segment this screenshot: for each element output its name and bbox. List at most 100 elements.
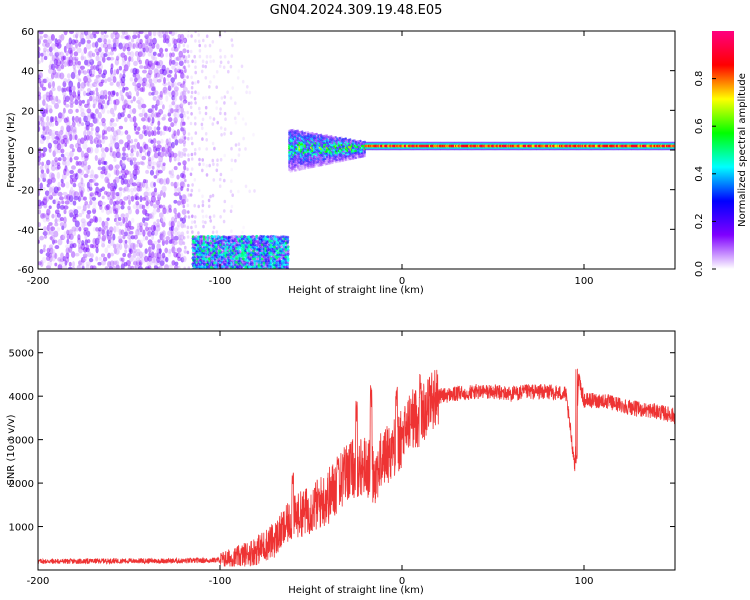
- low-band-cell: [204, 255, 208, 259]
- noise-speck: [124, 130, 129, 135]
- noise-speck: [114, 58, 120, 66]
- noise-speck: [119, 257, 123, 262]
- noise-speck: [201, 126, 204, 131]
- carrier-onset-cell: [344, 141, 347, 144]
- noise-speck: [84, 200, 89, 206]
- noise-speck: [165, 256, 169, 263]
- carrier-onset-cell: [331, 159, 334, 163]
- noise-speck: [137, 33, 141, 39]
- noise-speck: [159, 31, 165, 35]
- noise-speck: [182, 127, 186, 131]
- noise-speck: [64, 260, 68, 266]
- noise-speck: [212, 59, 215, 63]
- noise-speck: [200, 69, 204, 74]
- noise-speck: [43, 196, 48, 201]
- noise-speck: [100, 201, 106, 206]
- noise-speck: [148, 46, 153, 53]
- noise-speck: [51, 133, 56, 140]
- noise-speck: [180, 186, 184, 191]
- noise-speck: [97, 234, 101, 240]
- low-band-cell: [225, 263, 229, 266]
- carrier-onset-cell: [324, 157, 327, 161]
- noise-speck: [80, 107, 85, 114]
- noise-speck: [204, 132, 208, 136]
- noise-speck: [113, 165, 117, 172]
- carrier-onset-cell: [299, 166, 302, 169]
- noise-speck: [130, 235, 135, 240]
- noise-speck: [86, 98, 90, 106]
- noise-speck: [147, 126, 153, 131]
- noise-speck: [39, 260, 44, 267]
- noise-speck: [173, 199, 178, 204]
- noise-speck: [128, 254, 134, 262]
- noise-speck: [229, 96, 233, 100]
- carrier-onset-cell: [317, 136, 320, 139]
- noise-speck: [114, 213, 120, 219]
- noise-speck: [63, 87, 67, 93]
- carrier-onset-cell: [308, 166, 311, 169]
- spectrogram-y-tick-label: 40: [21, 67, 34, 78]
- noise-speck: [181, 173, 187, 179]
- noise-speck: [153, 261, 158, 267]
- noise-speck: [50, 234, 55, 242]
- carrier-onset-cell: [309, 132, 313, 135]
- noise-speck: [46, 35, 50, 40]
- carrier-onset-cell: [302, 162, 305, 165]
- noise-speck: [109, 107, 115, 115]
- noise-speck: [186, 230, 189, 234]
- noise-speck: [100, 43, 105, 48]
- carrier-onset-cell: [349, 156, 352, 159]
- noise-speck: [173, 112, 177, 118]
- noise-speck: [198, 43, 201, 48]
- noise-speck: [84, 155, 89, 161]
- noise-speck: [112, 265, 116, 269]
- carrier-onset-cell: [349, 138, 352, 141]
- spectrogram-y-label: Frequency (Hz): [6, 112, 17, 188]
- noise-speck: [61, 200, 65, 205]
- noise-speck: [122, 98, 127, 105]
- noise-speck: [137, 265, 143, 269]
- noise-speck: [103, 136, 108, 140]
- low-band-cell: [286, 243, 289, 247]
- low-band-cell: [255, 253, 258, 256]
- noise-speck: [170, 216, 175, 223]
- noise-speck: [162, 204, 166, 210]
- noise-speck: [106, 100, 110, 106]
- noise-speck: [40, 116, 44, 122]
- noise-speck: [142, 208, 148, 215]
- noise-speck: [156, 43, 160, 50]
- noise-speck: [122, 188, 126, 193]
- noise-speck: [103, 31, 107, 35]
- noise-speck: [38, 261, 43, 266]
- low-band-cell: [221, 249, 225, 253]
- noise-speck: [102, 69, 108, 76]
- noise-speck: [194, 90, 197, 94]
- noise-speck: [123, 31, 128, 35]
- noise-speck: [204, 76, 208, 80]
- low-band-cell: [284, 253, 288, 257]
- noise-speck: [53, 139, 59, 145]
- noise-speck: [187, 136, 190, 141]
- noise-speck: [77, 195, 81, 202]
- noise-speck: [92, 265, 97, 269]
- noise-speck: [173, 156, 177, 162]
- noise-speck: [113, 182, 118, 190]
- noise-speck: [181, 255, 187, 263]
- noise-speck: [94, 216, 99, 223]
- noise-speck: [82, 255, 88, 262]
- noise-speck: [59, 130, 64, 136]
- noise-speck: [38, 94, 42, 101]
- noise-speck: [103, 160, 108, 166]
- noise-speck: [127, 220, 132, 228]
- noise-speck: [38, 156, 41, 162]
- noise-speck: [62, 137, 68, 144]
- low-band-cell: [253, 263, 257, 266]
- noise-speck: [66, 73, 71, 79]
- noise-speck: [79, 33, 84, 40]
- noise-speck: [147, 69, 153, 76]
- noise-speck: [78, 99, 83, 106]
- noise-speck: [80, 190, 84, 198]
- noise-speck: [86, 81, 90, 87]
- noise-speck: [77, 168, 83, 174]
- noise-speck: [94, 237, 100, 245]
